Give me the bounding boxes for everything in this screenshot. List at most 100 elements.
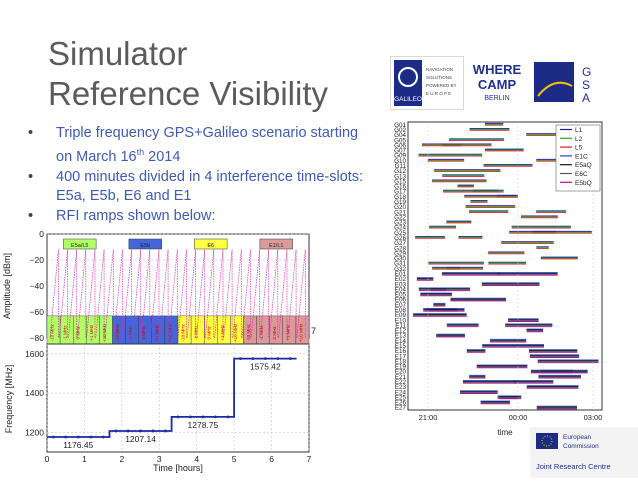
galileo-logo: GALILEO NAVIGATION SOLUTIONS POWERED BY … (390, 56, 464, 110)
frequency-point (213, 415, 217, 419)
legend-label: E6C (575, 171, 588, 178)
frequency-point (226, 415, 230, 419)
visibility-x-label: time (497, 428, 513, 436)
satellite-label: E18 (395, 358, 407, 365)
satellite-label: G21 (394, 209, 406, 216)
offset-label: +1 MHz (154, 324, 159, 341)
frequency-step-labels: 1176.45 1207.14 1278.75 1575.42 (51, 357, 292, 450)
where-camp-word1: WHERE (473, 62, 522, 77)
bullet-timeslots: 400 minutes divided in 4 interference ti… (28, 168, 373, 206)
frequency-x-tick: 1 (82, 454, 87, 464)
galileo-tag3: POWERED BY (426, 83, 457, 88)
satellite-label: E13 (395, 333, 407, 340)
gsa-letter-g: G (582, 65, 591, 79)
galileo-ring-icon (398, 67, 418, 87)
visibility-chart-panel: G01G02G04G05G06G07G09G10G11G12G13G15G16G… (394, 121, 603, 436)
satellite-label: G06 (394, 142, 406, 149)
frequency-point (101, 435, 105, 439)
galileo-tag2: SOLUTIONS (426, 75, 452, 80)
gsa-swoosh-icon (537, 81, 573, 97)
satellite-label: G22 (394, 214, 406, 221)
frequency-point (76, 435, 80, 439)
satellite-label: E03 (395, 281, 407, 288)
galileo-tag1: NAVIGATION (426, 67, 453, 72)
satellite-label: G01 (394, 122, 406, 129)
slot-label: E5b (140, 243, 150, 249)
slide-title-line1: Simulator (48, 35, 188, 72)
offset-label: -1 MHz (63, 325, 68, 341)
eu-stars-icon (541, 435, 553, 447)
gsa-logo: G S A (532, 56, 594, 108)
satellite-label: G15 (394, 178, 406, 185)
legend-label: L5 (575, 145, 583, 152)
offset-label: +10 MHz (298, 323, 303, 342)
amplitude-y-tick: 0 (39, 229, 44, 239)
offset-label: +10 MHz (102, 323, 107, 342)
visibility-x-tick: 21:00 (419, 413, 438, 422)
satellite-label: E10 (395, 317, 407, 324)
satellite-label: G26 (394, 235, 406, 242)
amplitude-y-tick: −20 (30, 255, 45, 265)
gsa-letter-a: A (582, 91, 590, 105)
frequency-point (251, 357, 255, 361)
slot-label: E6 (207, 243, 214, 249)
amplitude-slot-labels: E5a/L5 E5b E6 E1/L1 (63, 238, 293, 250)
frequency-point (89, 435, 93, 439)
slot-label: E1/L1 (269, 243, 283, 249)
satellite-label: E21 (395, 374, 407, 381)
satellite-label: E20 (395, 369, 407, 376)
frequency-x-tick: 6 (269, 454, 274, 464)
offset-label: +1 MHz (220, 324, 225, 341)
gsa-graphic: G S A (534, 62, 591, 105)
frequency-point (276, 357, 280, 361)
legend-label: L2 (575, 136, 583, 143)
satellite-label: G20 (394, 204, 406, 211)
frequency-y-tick: 1600 (25, 349, 44, 359)
frequency-step-label: 1176.45 (63, 440, 93, 450)
frequency-x-tick: 2 (119, 454, 124, 464)
slot-label-box (128, 238, 162, 250)
galileo-logo-graphic: GALILEO NAVIGATION SOLUTIONS POWERED BY … (394, 60, 457, 106)
visibility-legend (555, 124, 601, 192)
satellite-label: G32 (394, 266, 406, 273)
frequency-step-label: 1278.75 (188, 420, 219, 430)
satellite-label: G30 (394, 256, 406, 263)
footer-org-line1: European (563, 434, 592, 441)
satellite-label: E02 (395, 276, 407, 283)
satellite-label: E04 (395, 286, 407, 293)
offset-label: -1 MHz (194, 325, 199, 341)
satellite-label: E22 (395, 379, 407, 386)
satellite-label: E05 (395, 292, 407, 299)
satellite-label: G11 (395, 163, 407, 170)
slot-label: E5a/L5 (71, 243, 88, 249)
amplitude-y-tick: −80 (30, 333, 45, 343)
satellite-label: G16 (394, 184, 406, 191)
frequency-point (188, 415, 192, 419)
offset-label: 0 MHz (141, 325, 146, 339)
offset-label: -10 MHz (115, 323, 120, 341)
frequency-point (114, 429, 118, 433)
gsa-emblem (534, 62, 574, 102)
galileo-tag4: E U R O P E (426, 91, 451, 96)
slot-label-box (194, 238, 228, 250)
frequency-point (51, 435, 55, 439)
footer-branding: European Commission Joint Research Centr… (530, 427, 638, 478)
satellite-label: G19 (394, 199, 406, 206)
frequency-point (288, 357, 292, 361)
satellite-label: G25 (394, 230, 406, 237)
satellite-label: G23 (394, 220, 406, 227)
amplitude-y-tick: −60 (30, 307, 45, 317)
frequency-step-label: 1575.42 (250, 362, 281, 372)
galileo-name: GALILEO (394, 96, 422, 103)
amplitude-y-ticks: 0 −20 −40 −60 −80 (30, 229, 45, 343)
satellite-label: G10 (394, 158, 406, 165)
satellite-label: G27 (394, 240, 406, 247)
offset-label: +1 MHz (89, 324, 94, 341)
satellite-label: E24 (395, 389, 407, 396)
frequency-grid (46, 344, 310, 452)
amplitude-y-label: Amplitude [dBm] (2, 253, 12, 319)
frequency-point (64, 435, 68, 439)
frequency-y-tick: 1200 (25, 427, 44, 437)
offset-label: -1 MHz (128, 325, 133, 341)
